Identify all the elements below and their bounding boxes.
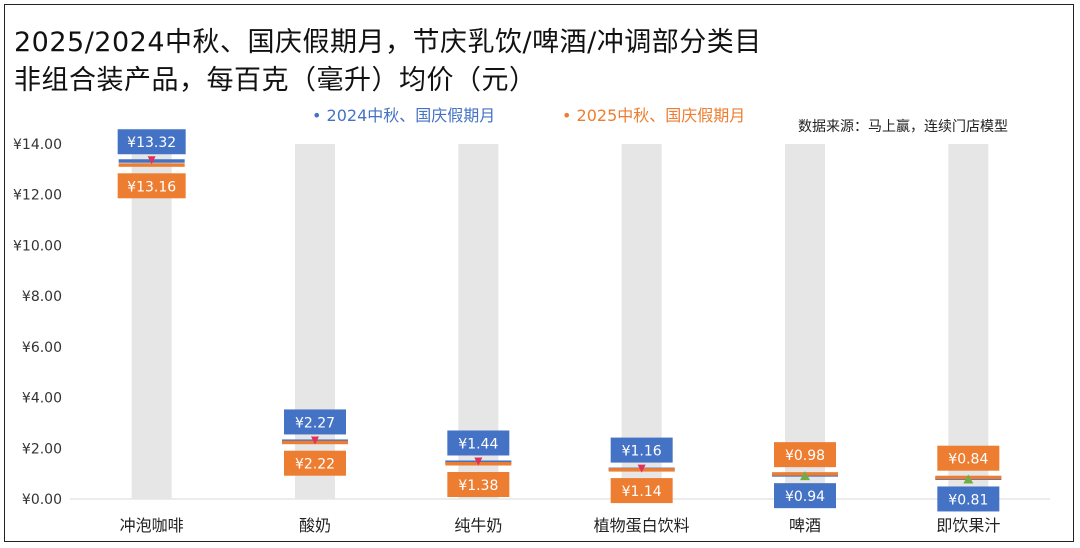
decrease-marker [311, 436, 319, 445]
y-tick-label: ¥0.00 [22, 492, 62, 508]
data-label-2024: ¥1.44 [458, 436, 498, 452]
category-label: 纯牛奶 [454, 516, 502, 535]
category-column-bg [131, 144, 172, 499]
line-2025 [118, 163, 185, 167]
data-label-2024: ¥13.32 [127, 135, 176, 151]
decrease-marker [637, 464, 646, 473]
y-tick-label: ¥10.00 [13, 238, 62, 254]
data-label-2024: ¥1.16 [622, 444, 662, 460]
category-label: 酸奶 [299, 516, 331, 535]
category-label: 冲泡咖啡 [120, 516, 184, 535]
data-label-2025: ¥1.14 [622, 484, 662, 500]
category-column-bg [295, 144, 335, 499]
y-tick-label: ¥4.00 [22, 391, 62, 407]
data-label-2025: ¥2.22 [295, 457, 335, 473]
decrease-marker [147, 156, 156, 165]
data-label-2024: ¥2.27 [295, 415, 335, 431]
data-label-2024-box [937, 486, 1000, 512]
data-label-2024-box [610, 437, 673, 463]
y-tick-label: ¥8.00 [22, 289, 62, 305]
category-label: 植物蛋白饮料 [594, 516, 690, 535]
data-label-2025-box [937, 445, 1000, 471]
data-label-2024-box [117, 129, 186, 155]
legend-2025-label: 2025中秋、国庆假期月 [576, 106, 746, 125]
data-label-2025-box [447, 472, 510, 498]
data-label-2025: ¥0.98 [785, 448, 825, 464]
category-column-bg [948, 144, 989, 499]
data-label-2025-box [610, 478, 673, 504]
data-label-2025: ¥1.38 [458, 478, 498, 494]
category-label: 即饮果汁 [936, 516, 1000, 535]
data-label-2024: ¥0.81 [948, 492, 988, 508]
y-tick-label: ¥6.00 [22, 340, 62, 356]
category-label: 啤酒 [789, 516, 821, 535]
legend-2025: • 2025中秋、国庆假期月 [562, 106, 746, 125]
data-label-2025: ¥0.84 [948, 452, 988, 468]
data-label-2025-box [284, 450, 346, 476]
y-tick-label: ¥2.00 [22, 441, 62, 457]
decrease-marker [474, 457, 483, 466]
data-label-2024-box [447, 430, 510, 456]
chart-title-line-2: 非组合装产品，每百克（毫升）均价（元） [14, 65, 537, 96]
increase-marker [800, 471, 810, 481]
data-label-2025: ¥13.16 [127, 179, 176, 195]
y-tick-label: ¥14.00 [13, 137, 62, 153]
category-column-bg [785, 144, 825, 499]
data-label-2024-box [774, 483, 836, 509]
legend-2024-label: 2024中秋、国庆假期月 [326, 106, 496, 125]
data-label-2024: ¥0.94 [785, 489, 825, 505]
data-label-2025-box [774, 442, 836, 468]
chart-frame [4, 4, 1074, 542]
data-label-2024-box [284, 409, 346, 435]
data-label-2025-box [117, 173, 186, 199]
increase-marker [963, 474, 974, 484]
chart-title-line-1: 2025/2024中秋、国庆假期月，节庆乳饮/啤酒/冲调部分类目 [14, 27, 762, 58]
data-source-note: 数据来源：马上赢，连续门店模型 [798, 119, 1008, 135]
y-tick-label: ¥12.00 [13, 188, 62, 204]
legend-2024: • 2024中秋、国庆假期月 [312, 106, 496, 125]
